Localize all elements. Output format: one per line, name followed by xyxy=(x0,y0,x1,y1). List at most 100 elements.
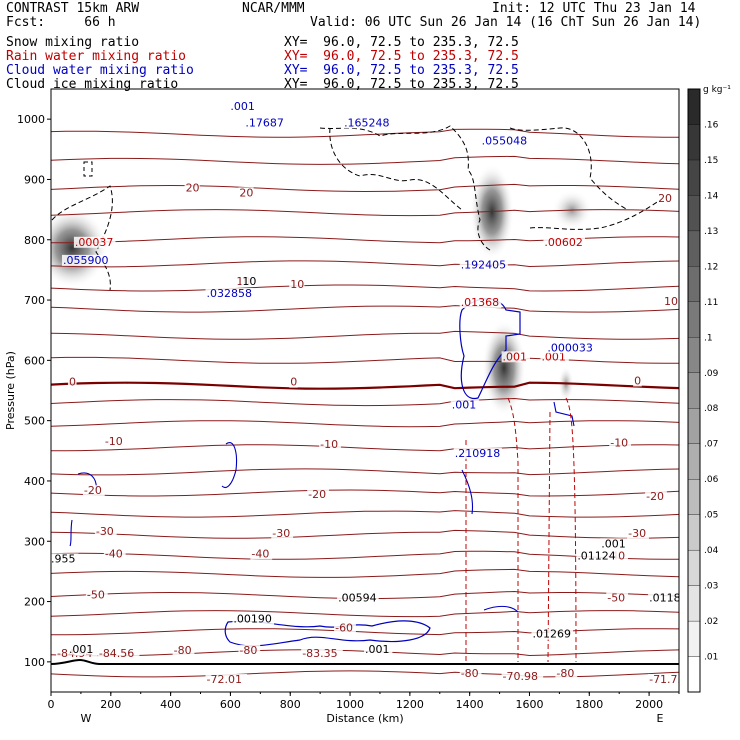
label-bg xyxy=(250,548,273,560)
colorbar-label: .05 xyxy=(704,511,718,521)
label-bg xyxy=(301,648,343,660)
cloud-water-contour-f xyxy=(483,605,519,613)
colorbar-swatch xyxy=(687,159,701,196)
colorbar-swatch xyxy=(687,479,701,515)
cloud-water-label-label: .17687 xyxy=(245,116,284,129)
isotherm-line xyxy=(51,420,679,428)
temperature-label-label: -10 xyxy=(105,435,123,448)
colorbar-label: .06 xyxy=(704,475,719,485)
temperature-label-label: 20 xyxy=(186,182,200,195)
colorbar-label: .15 xyxy=(704,156,718,166)
label-bg xyxy=(480,135,529,147)
field-xy-cloud-ice: XY= 96.0, 72.5 to 235.3, 72.5 xyxy=(284,77,519,92)
temperature-label-label: -40 xyxy=(251,548,269,561)
x-tick-label: 1600 xyxy=(515,698,543,711)
rain-label-label: .01368 xyxy=(461,296,500,309)
temperature-label-label: 0 xyxy=(634,374,641,387)
label-bg xyxy=(61,254,111,266)
rain-label-label: .001 xyxy=(541,350,566,363)
valid-time: Valid: 06 UTC Sun 26 Jan 14 (16 ChT Sun … xyxy=(310,15,702,30)
isotherm-line xyxy=(51,260,679,268)
colorbar-label: .07 xyxy=(704,440,718,450)
temperature-label-label: -71.75 xyxy=(649,673,684,686)
isotherm-line xyxy=(51,284,679,292)
field-label-rain: Rain water mixing ratio xyxy=(6,49,187,64)
label-bg xyxy=(459,297,502,309)
temperature-label-label: -70.98 xyxy=(503,670,538,683)
field-label-cloud-ice: Cloud ice mixing ratio xyxy=(6,77,179,92)
snow-maxima-label: .01186 xyxy=(649,592,688,605)
label-bg xyxy=(657,192,673,204)
isotherm-line xyxy=(51,468,679,476)
ice-label-label: .955 xyxy=(51,552,76,565)
label-bg xyxy=(307,488,329,500)
y-tick-label: 400 xyxy=(24,475,45,488)
colorbar-swatch xyxy=(687,549,701,586)
label-bg xyxy=(543,236,586,248)
x-tick-label: 1400 xyxy=(456,698,484,711)
ice-label-label: .001 xyxy=(69,643,94,656)
temperature-label-label: -83.35 xyxy=(302,647,337,660)
cloud-water-contour-c xyxy=(221,442,238,488)
snow-max-west xyxy=(51,208,108,288)
temperature-label-label: -80 xyxy=(239,644,257,657)
colorbar: .01 .02 .03 .04 .05 .06 .07 .08 .09 .1 .11 .12 .13 .1… xyxy=(687,85,731,693)
label-bg xyxy=(627,528,649,540)
cloud-water-label-label: .210918 xyxy=(455,447,501,460)
snow-max-upper xyxy=(470,164,514,260)
x-tick-label: 1200 xyxy=(396,698,424,711)
y-tick-label: 200 xyxy=(24,596,45,609)
snow-maxima-label: .00594 xyxy=(338,592,377,605)
mixing-ratio-contours xyxy=(51,125,661,663)
rain-label-label: .00037 xyxy=(75,236,114,249)
colorbar-label: .03 xyxy=(704,582,718,592)
temperature-label-label: 10 xyxy=(664,295,678,308)
label-bg xyxy=(289,278,305,290)
colorbar-swatch xyxy=(687,230,701,267)
init-time: Init: 12 UTC Thu 23 Jan 14 xyxy=(492,1,696,16)
colorbar-label: .12 xyxy=(704,262,718,272)
colorbar-swatch xyxy=(687,656,701,693)
label-bg xyxy=(609,437,632,449)
isotherm-line xyxy=(51,128,679,138)
ice-label-label: .001 xyxy=(365,643,390,656)
cloud-water-label-label: .165248 xyxy=(344,116,390,129)
isotherm-line xyxy=(51,489,679,497)
x-tick-label: 200 xyxy=(100,698,121,711)
colorbar-label: .13 xyxy=(704,227,718,237)
temperature-label-label: -10 xyxy=(320,438,338,451)
cloud-water-label-label: .000033 xyxy=(547,341,593,354)
ice-label-label: .001 xyxy=(601,537,626,550)
isotherm-line xyxy=(51,330,679,340)
label-bg xyxy=(648,673,679,685)
organization: NCAR/MMM xyxy=(242,1,305,16)
isotherm-line xyxy=(51,183,679,193)
isotherm-line xyxy=(51,356,679,364)
label-bg xyxy=(67,376,77,388)
y-tick-label: 500 xyxy=(24,415,45,428)
label-bg xyxy=(172,645,195,657)
temperature-label-label: -20 xyxy=(84,484,102,497)
isotherm-line xyxy=(51,397,679,407)
label-bg xyxy=(459,667,482,679)
label-bg xyxy=(633,375,642,387)
label-bg xyxy=(546,342,595,354)
label-bg xyxy=(531,628,574,640)
ice-contour-f xyxy=(529,199,661,230)
label-bg xyxy=(184,182,200,194)
ice-contour-e xyxy=(83,161,93,177)
label-bg xyxy=(501,351,530,363)
colorbar-label: .08 xyxy=(704,404,719,414)
small-label-label: 10 xyxy=(242,275,256,288)
cloud-water-contour-b xyxy=(553,401,575,427)
cloud-water-label-label: .032858 xyxy=(207,287,253,300)
label-bg xyxy=(450,399,480,411)
label-bg xyxy=(576,550,618,562)
colorbar-swatch xyxy=(687,514,701,551)
temperature-label-label: -80 xyxy=(556,667,574,680)
label-bg xyxy=(364,643,393,655)
temperature-label-label: -84.56 xyxy=(99,647,134,660)
label-bg xyxy=(244,117,286,129)
x-tick-label: 2000 xyxy=(635,698,663,711)
label-bg xyxy=(453,447,502,459)
